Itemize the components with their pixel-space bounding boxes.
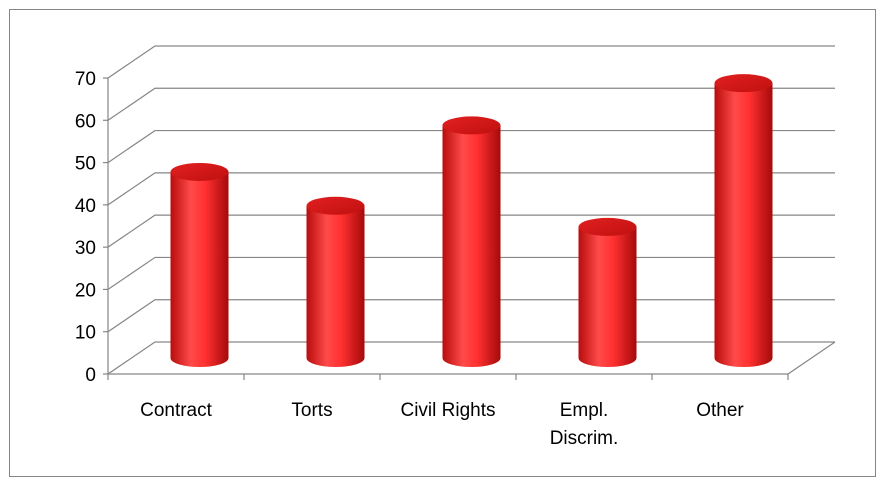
y-tick-label: 50 xyxy=(75,154,96,175)
x-tick-label: Other xyxy=(696,400,744,421)
bar xyxy=(714,74,773,368)
bar xyxy=(170,162,229,367)
x-tick-label: Empl. Discrim. xyxy=(550,400,619,449)
bar-body xyxy=(170,171,229,367)
y-tick-label: 40 xyxy=(75,196,96,217)
bar xyxy=(306,196,365,367)
grid-line xyxy=(107,129,835,164)
x-tick-label: Contract xyxy=(140,400,213,421)
bar-body xyxy=(714,83,773,368)
y-tick-label: 30 xyxy=(75,238,96,259)
bar-top xyxy=(578,217,637,236)
y-tick-label: 60 xyxy=(75,111,96,132)
bar-top xyxy=(170,162,229,181)
grid-line xyxy=(107,87,835,121)
bar-body xyxy=(442,125,501,367)
bar xyxy=(442,116,501,367)
bar-body xyxy=(306,205,365,367)
bar-top xyxy=(442,116,501,135)
bar xyxy=(578,217,637,367)
bar-top xyxy=(714,74,773,93)
bar-top xyxy=(306,196,365,215)
y-tick-label: 0 xyxy=(85,365,96,386)
x-tick-label: Torts xyxy=(291,400,332,421)
x-tick-label: Civil Rights xyxy=(400,400,495,421)
bar-body xyxy=(578,226,637,367)
grid-line xyxy=(107,45,835,79)
y-tick-label: 10 xyxy=(75,323,96,344)
grid-line xyxy=(107,214,835,248)
y-tick-label: 20 xyxy=(75,280,96,301)
y-tick-label: 70 xyxy=(75,69,96,90)
grid-line xyxy=(107,172,835,206)
